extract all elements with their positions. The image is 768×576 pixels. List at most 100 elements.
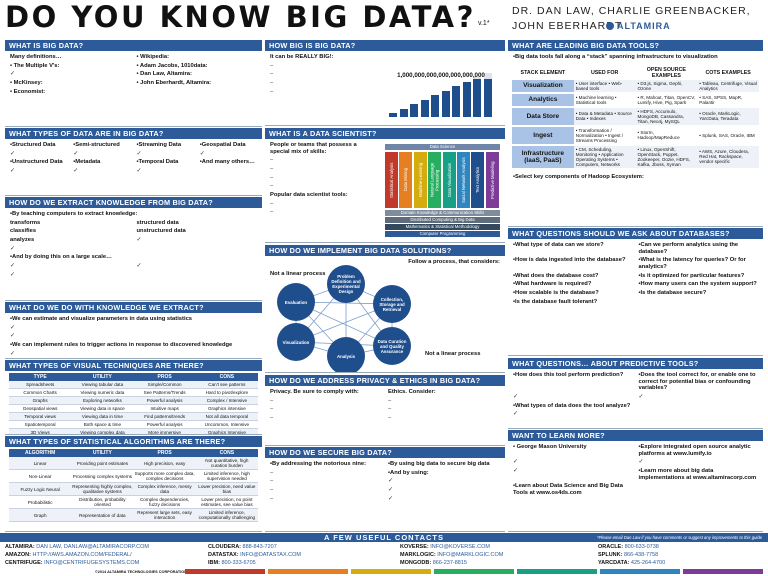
- section: HOW BIG IS BIG DATA? It can be REALLY BIG…: [265, 40, 505, 126]
- item: –: [270, 88, 274, 95]
- item: ✓: [10, 350, 15, 357]
- item: structured data: [136, 219, 179, 226]
- item: ✓: [10, 71, 15, 78]
- item: •Temporal Data: [136, 159, 179, 166]
- figure: 1,000,000,000,000,000,000,000: [385, 62, 497, 117]
- item: •Semi-structured: [73, 142, 120, 148]
- contact: MARKLOGIC: INFO@MARKLOGIC.COM: [400, 551, 503, 559]
- section-title: HOW DO WE SECURE BIG DATA?: [265, 447, 505, 458]
- bar-decoration: [473, 77, 481, 117]
- item: • George Mason University: [513, 444, 587, 450]
- contact-info: 866-237-8815: [432, 560, 467, 566]
- section: HOW DO WE SECURE BIG DATA? •By addressing…: [265, 447, 505, 532]
- item: •What type of data can we store?: [513, 242, 604, 248]
- section: WHAT IS BIG DATA? Many definitions… • The …: [5, 40, 262, 127]
- version: v.1*: [478, 20, 490, 27]
- column-header: USED FOR: [573, 65, 636, 80]
- table-header: TYPE UTILITY PROS CONS: [9, 373, 258, 381]
- pillar: Natural Language Processing: [428, 152, 442, 208]
- item: ✓: [638, 459, 644, 466]
- cell: Simple/Common: [133, 381, 196, 389]
- diagram-base: Mathematics & Statistical Methodology: [385, 224, 500, 230]
- table-row: Temporal views Viewing data in time Find p…: [9, 412, 258, 421]
- section-title: WHAT IS BIG DATA?: [5, 40, 262, 51]
- contact: MONGODB: 866-237-8815: [400, 559, 467, 567]
- contact-info: INFO@KOVERSE.COM: [430, 544, 490, 550]
- contact: AMAZON: HTTP://AWS.AMAZON.COM/FEDERAL/: [5, 551, 132, 559]
- cell: Find patterns/trends: [133, 412, 196, 421]
- table-row: Graphs Exploring networks Powerful analysi…: [9, 396, 258, 405]
- bar-decoration: [420, 99, 429, 117]
- item: • John Eberhardt, Altamira:: [136, 79, 212, 86]
- section-body: •Big data tools fall along a “stack” spa…: [508, 51, 763, 64]
- cell: Supports more complex data, complex deci…: [133, 469, 196, 483]
- table: TYPE UTILITY PROS CONS Spreadsheets Viewing t…: [9, 373, 258, 434]
- cell: Providing point estimates: [71, 457, 134, 470]
- item: •Streaming Data: [136, 142, 182, 148]
- pillar: Predictive Modeling: [485, 152, 499, 208]
- cell: Common Charts: [9, 388, 72, 397]
- table-row: Visualization • User interface • Web-base…: [512, 79, 759, 94]
- section-title: WHAT IS A DATA SCIENTIST?: [265, 128, 505, 139]
- column-header: ALGORITHM: [9, 449, 72, 457]
- cell: • Linux, OpenShift, OpenStack, Puppet, Z…: [635, 144, 698, 170]
- item: ✓: [513, 467, 518, 474]
- section: WHAT DO WE DO WITH KNOWLEDGE WE EXTRACT?…: [5, 302, 262, 359]
- diagram-base: Computer Programming: [385, 231, 500, 237]
- cell: Graphics Intensive: [195, 428, 258, 434]
- section: WANT TO LEARN MORE? • George Mason Univer…: [508, 430, 763, 532]
- color-strip: [517, 569, 597, 574]
- item: •How scalable is the database?: [513, 289, 599, 296]
- item: –: [270, 183, 274, 190]
- section-body: •Structured Data •Semi-structured •Streami…: [5, 139, 262, 178]
- item: ✓: [388, 486, 393, 493]
- section-body: •By addressing the notorious nine: – – – – •B…: [265, 458, 505, 505]
- cell: Representation of data: [71, 508, 134, 522]
- item: •Unstructured Data: [10, 159, 63, 166]
- section-body: •We can estimate and visualize parameter…: [5, 313, 262, 358]
- cell: • Oracle, MarkLogic, YarcData, Teradata: [697, 106, 759, 127]
- contact-org: MONGODB:: [400, 560, 432, 566]
- item: •Does the tool correct for, or enable on…: [638, 372, 756, 392]
- item: • The Multiple V's:: [10, 62, 60, 69]
- item: ✓: [388, 478, 393, 485]
- contact: ALTAMIRA: DAN LAW, DANLAW@ALTAMIRACORP.C…: [5, 543, 149, 551]
- section-body: It can be REALLY BIG!: – – – –: [265, 51, 371, 98]
- contact-org: KOVERSE:: [400, 544, 429, 550]
- cell: • HDFS, Accumulo, MongoDB, Cassandra, Ti…: [635, 106, 698, 127]
- cell: Limited inference, high supervision need…: [195, 469, 258, 483]
- item: ✓: [513, 411, 518, 418]
- contact-org: CENTRIFUGE:: [5, 560, 43, 566]
- item: • Wikipedia:: [136, 54, 170, 60]
- contact: ORACLE: 800-633-0738: [598, 543, 659, 551]
- contact: IBM: 800-333-6705: [208, 559, 256, 567]
- cell: Graphics intensive: [195, 404, 258, 413]
- table-row: Non-Linear Processing complex systems Supp…: [9, 469, 258, 483]
- table-row: Infrastructure (IaaS, PaaS) • CM, Schedul…: [512, 144, 759, 170]
- item: People or teams that possess a special m…: [270, 142, 357, 155]
- contact-org: YARCDATA:: [598, 560, 630, 566]
- item: ✓: [136, 262, 142, 269]
- cell: Visualization: [512, 79, 574, 94]
- table-row: Common Charts Viewing numeric data See Pat…: [9, 388, 258, 397]
- table-header: STACK ELEMENT USED FOR OPEN SOURCE EXAMPLE…: [512, 65, 759, 80]
- bar-decoration: [462, 81, 471, 117]
- item: ✓: [73, 167, 79, 174]
- item: ✓: [10, 271, 15, 278]
- color-strip: [351, 569, 431, 574]
- process-step: Visualization: [277, 323, 315, 361]
- section-title: WHAT TYPES OF DATA ARE IN BIG DATA?: [5, 128, 262, 139]
- cell: • Machine learning • Statistical tools: [573, 92, 636, 108]
- cell: Data Store: [512, 106, 574, 127]
- section-body: •How does this tool perform prediction? ✓…: [508, 369, 763, 421]
- item: ✓: [10, 150, 15, 157]
- table: STACK ELEMENT USED FOR OPEN SOURCE EXAMPLE…: [512, 65, 759, 170]
- cell: • AWS, Azure, Cloudera, Red Hat, Rackspa…: [697, 144, 759, 170]
- section-body: • George Mason University ✓ ✓ •Learn about …: [508, 441, 763, 500]
- contact-info: 800-633-0738: [624, 544, 659, 550]
- color-strip: [683, 569, 763, 574]
- item: •Geospatial Data: [199, 142, 246, 148]
- contact-org: AMAZON:: [5, 552, 31, 558]
- figure-label: 1,000,000,000,000,000,000,000: [385, 72, 497, 79]
